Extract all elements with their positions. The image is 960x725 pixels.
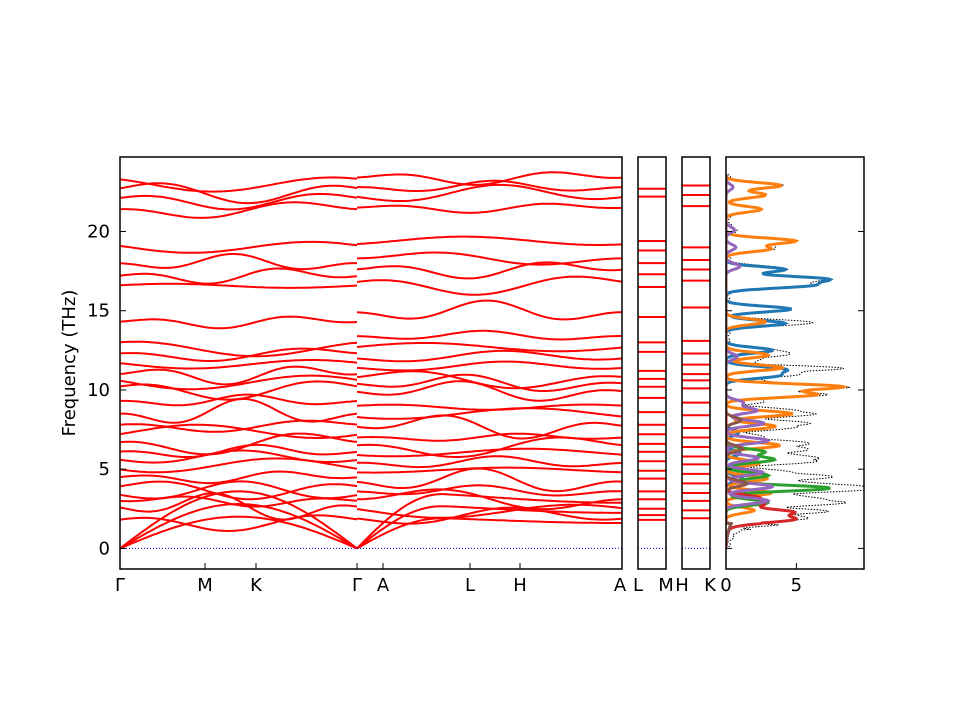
band-line — [119, 423, 358, 439]
partial-dos-curve — [726, 174, 849, 549]
band-line — [119, 267, 358, 285]
band-line — [119, 449, 358, 464]
panel-frame — [119, 156, 623, 570]
band-line — [356, 171, 623, 186]
band-line — [119, 374, 358, 391]
band-line — [119, 359, 358, 370]
x-tick-label: L — [465, 575, 475, 596]
band-line — [119, 192, 358, 211]
x-tick-label: H — [675, 575, 689, 596]
band-line — [356, 370, 623, 390]
band-line — [119, 240, 358, 254]
band-line — [356, 373, 623, 392]
band-line — [119, 365, 358, 386]
band-line — [119, 457, 358, 474]
y-tick-label: 5 — [99, 459, 110, 480]
y-tick-label: 20 — [87, 221, 110, 242]
band-line — [119, 443, 358, 458]
band-line — [119, 432, 358, 456]
band-line — [119, 419, 358, 433]
partial-dos-curve — [726, 174, 831, 549]
band-line — [119, 201, 358, 219]
band-line — [356, 403, 623, 411]
x-tick-label: M — [658, 575, 674, 596]
y-tick-label: 10 — [87, 380, 110, 401]
x-tick-label: A — [377, 575, 390, 596]
band-line — [356, 380, 623, 402]
band-line — [356, 414, 623, 440]
band-line — [119, 252, 357, 271]
band-line — [119, 315, 358, 330]
band-line — [120, 398, 358, 424]
band-line — [356, 342, 623, 353]
band-line — [356, 466, 623, 474]
band-line — [356, 299, 623, 321]
acoustic-band-line — [119, 515, 358, 550]
x-tick-label: A — [614, 575, 627, 596]
x-tick-label: K — [250, 575, 263, 596]
x-tick-label: Γ — [115, 575, 125, 596]
band-line — [357, 455, 623, 469]
panel-frame — [681, 156, 711, 570]
y-axis-label: Frequency (THz) — [59, 290, 80, 437]
y-tick-label: 0 — [99, 538, 110, 559]
band-line — [119, 380, 358, 401]
band-line — [356, 349, 623, 363]
x-tick-label: L — [633, 575, 643, 596]
band-line — [356, 275, 623, 296]
x-tick-label: 0 — [720, 575, 731, 596]
band-line — [356, 484, 622, 497]
band-line — [356, 447, 623, 458]
band-line — [356, 360, 623, 372]
acoustic-band-line — [356, 505, 622, 550]
acoustic-band-line — [119, 502, 358, 550]
band-line — [356, 235, 623, 246]
band-line — [356, 467, 623, 493]
acoustic-band-line — [356, 493, 622, 550]
band-line — [119, 492, 358, 521]
band-line — [356, 261, 623, 280]
band-line — [356, 436, 623, 458]
band-line — [356, 251, 622, 266]
band-line — [356, 432, 623, 442]
x-tick-label: M — [197, 575, 213, 596]
partial-dos-curve — [726, 174, 749, 549]
x-tick-label: K — [704, 575, 717, 596]
band-line — [119, 340, 358, 358]
dos-curves — [726, 173, 864, 549]
x-tick-label: 5 — [791, 575, 802, 596]
x-tick-label: H — [513, 575, 527, 596]
band-line — [357, 179, 623, 192]
band-line — [356, 329, 622, 341]
acoustic-band-line — [356, 517, 622, 550]
panel-frame — [637, 156, 667, 570]
band-line — [356, 183, 623, 202]
band-line — [119, 176, 358, 193]
band-line — [356, 202, 623, 214]
band-line — [119, 470, 358, 485]
band-line — [119, 182, 358, 205]
band-line — [119, 393, 358, 407]
panel-frame — [725, 156, 865, 570]
x-tick-label: Γ — [352, 575, 362, 596]
band-line — [119, 282, 358, 289]
y-tick-label: 15 — [87, 301, 110, 322]
band-line — [119, 480, 358, 500]
band-line — [356, 488, 623, 511]
acoustic-band-line — [119, 490, 358, 550]
band-lines — [119, 171, 710, 550]
band-line — [119, 480, 358, 501]
